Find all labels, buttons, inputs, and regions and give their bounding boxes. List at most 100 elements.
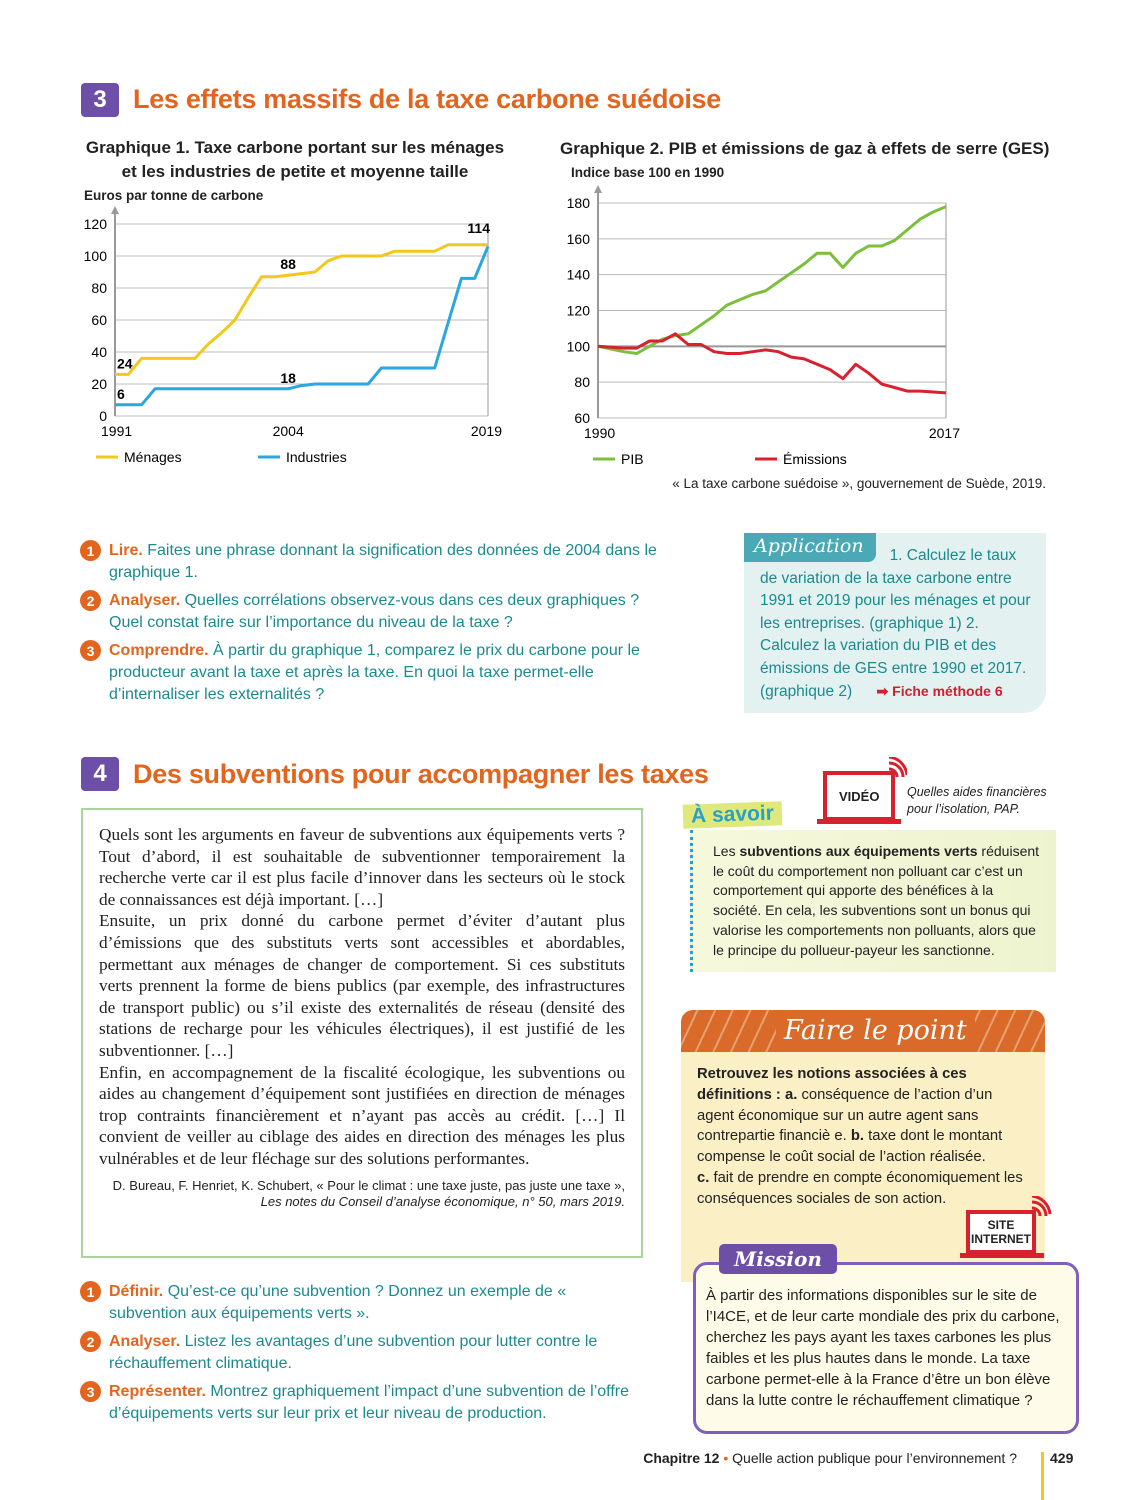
video-link[interactable]: VIDÉO bbox=[817, 755, 909, 827]
chapter-number: Chapitre 12 bbox=[643, 1450, 720, 1466]
question-item: 1 Définir. Qu’est-ce qu’une subvention ? … bbox=[80, 1281, 640, 1325]
fiche-methode-label[interactable]: Fiche méthode 6 bbox=[892, 683, 1003, 699]
video-label[interactable]: VIDÉO bbox=[839, 789, 880, 804]
graph1-y-label: Euros par tonne de carbone bbox=[84, 188, 264, 203]
y-axis-arrow-icon bbox=[594, 185, 602, 193]
def-text: fait de prendre en compte économiquement… bbox=[697, 1169, 1023, 1207]
data-label: 6 bbox=[117, 386, 125, 402]
question-keyword: Analyser. bbox=[109, 1333, 181, 1350]
def-key: c. bbox=[697, 1169, 710, 1186]
def-text: taxe dont le montant compense le coût so… bbox=[697, 1128, 1003, 1166]
laptop-wifi-icon bbox=[817, 755, 909, 824]
y-tick-label: 100 bbox=[84, 248, 108, 264]
graph1-chart: 0 20 40 60 80 100 120 1991 2004 2019 Ménages Indust… bbox=[84, 206, 502, 465]
question-number: 3 bbox=[80, 1381, 101, 1402]
section-title: Des subventions pour accompagner les tax… bbox=[133, 759, 709, 789]
question-text: Listez les avantages d’une subvention po… bbox=[109, 1333, 598, 1372]
question-text: Faites une phrase donnant la significati… bbox=[109, 542, 657, 581]
section-number-badge: 3 bbox=[81, 83, 119, 117]
question-number: 3 bbox=[80, 640, 101, 661]
y-tick-label: 140 bbox=[567, 267, 591, 283]
question-keyword: Représenter. bbox=[109, 1383, 206, 1400]
page-number: 429 bbox=[1050, 1450, 1074, 1466]
data-label: 24 bbox=[117, 355, 133, 371]
series-line-pib bbox=[597, 205, 947, 355]
legend-label: Émissions bbox=[783, 451, 847, 467]
footer-divider bbox=[1041, 1452, 1044, 1500]
application-label: Application bbox=[744, 533, 876, 562]
mission-label: Mission bbox=[719, 1244, 837, 1274]
graph2-y-label: Indice base 100 en 1990 bbox=[571, 165, 725, 180]
y-tick-label: 80 bbox=[574, 374, 590, 390]
question-number: 2 bbox=[80, 1331, 101, 1352]
site-internet-link[interactable]: SITE INTERNET bbox=[960, 1194, 1052, 1262]
data-label: 88 bbox=[280, 256, 296, 272]
document-paragraph: Ensuite, un prix donné du carbone permet… bbox=[99, 911, 625, 1060]
site-label-line1[interactable]: SITE bbox=[987, 1218, 1015, 1232]
graph1-title: Graphique 1. Taxe carbone portant sur le… bbox=[80, 136, 510, 184]
x-tick-label: 2004 bbox=[273, 423, 304, 439]
video-caption-line2: pour l’isolation, PAP. bbox=[907, 802, 1020, 816]
y-tick-label: 120 bbox=[84, 216, 108, 232]
x-tick-label: 2019 bbox=[471, 423, 502, 439]
question-keyword: Analyser. bbox=[109, 592, 181, 609]
y-tick-label: 160 bbox=[567, 231, 591, 247]
x-tick-label: 2017 bbox=[929, 425, 960, 441]
question-keyword: Comprendre. bbox=[109, 642, 209, 659]
data-label: 18 bbox=[280, 370, 296, 386]
x-tick-label: 1991 bbox=[101, 423, 132, 439]
document-source-authors: D. Bureau, F. Henriet, K. Schubert, « Po… bbox=[112, 1177, 625, 1193]
question-text: À partir du graphique 1, comparez le pri… bbox=[109, 642, 640, 703]
footer-chapter: Chapitre 12 • Quelle action publique pou… bbox=[643, 1450, 1017, 1466]
question-item: 1 Lire. Faites une phrase donnant la sign… bbox=[80, 540, 660, 584]
series-line-ménages bbox=[115, 243, 488, 376]
y-tick-label: 120 bbox=[567, 303, 591, 319]
mission-text: À partir des informations disponibles su… bbox=[706, 1287, 1060, 1409]
y-tick-label: 100 bbox=[567, 338, 591, 354]
def-key: b. bbox=[850, 1128, 864, 1145]
question-number: 2 bbox=[80, 590, 101, 611]
series-line-industries bbox=[115, 245, 490, 407]
a-savoir-text: Les bbox=[713, 843, 740, 859]
questions-section4: 1 Définir. Qu’est-ce qu’une subvention ? … bbox=[80, 1281, 640, 1431]
site-internet-label[interactable]: SITE INTERNET bbox=[970, 1218, 1032, 1246]
graph2-title: Graphique 2. PIB et émissions de gaz à e… bbox=[560, 139, 1050, 158]
a-savoir-keyword: subventions aux équipements verts bbox=[739, 843, 978, 859]
y-tick-label: 60 bbox=[91, 312, 107, 328]
x-tick-label: 1990 bbox=[584, 425, 615, 441]
a-savoir-label: À savoir bbox=[682, 801, 783, 829]
legend-label: Industries bbox=[286, 449, 347, 465]
document-text: Quels sont les arguments en faveur de su… bbox=[81, 808, 643, 1258]
section-title: Les effets massifs de la taxe carbone su… bbox=[133, 84, 721, 114]
def-key: a. bbox=[784, 1086, 798, 1103]
source-section3: « La taxe carbone suédoise », gouverneme… bbox=[672, 476, 1046, 491]
series-line-émissions bbox=[597, 332, 947, 395]
site-label-line2[interactable]: INTERNET bbox=[971, 1232, 1031, 1246]
document-source: D. Bureau, F. Henriet, K. Schubert, « Po… bbox=[99, 1178, 625, 1210]
chapter-title: Quelle action publique pour l’environnem… bbox=[732, 1450, 1017, 1466]
question-text: Quelles corrélations observez-vous dans … bbox=[109, 592, 640, 631]
video-caption: Quelles aides financières pour l’isolati… bbox=[907, 784, 1047, 818]
application-text: 1. Calculez le taux de variation de la t… bbox=[760, 547, 1031, 700]
question-item: 3 Représenter. Montrez graphiquement l’im… bbox=[80, 1381, 640, 1425]
question-item: 3 Comprendre. À partir du graphique 1, co… bbox=[80, 640, 660, 706]
y-tick-label: 40 bbox=[91, 344, 107, 360]
question-text: Montrez graphiquement l’impact d’une sub… bbox=[109, 1383, 630, 1422]
question-item: 2 Analyser. Quelles corrélations observez… bbox=[80, 590, 660, 634]
question-keyword: Lire. bbox=[109, 542, 143, 559]
document-paragraph: Enfin, en accompagnement de la fiscalité… bbox=[99, 1062, 625, 1168]
a-savoir-box: Les subventions aux équipements verts ré… bbox=[690, 830, 1056, 972]
separator: • bbox=[719, 1450, 733, 1466]
def-text: conséquence de l’action d’un agent écono… bbox=[697, 1086, 993, 1145]
faire-le-point-intro: Retrouvez les notions associées à ces dé… bbox=[697, 1066, 967, 1103]
faire-le-point-title: Faire le point bbox=[776, 1010, 975, 1052]
graph1-title-line2: et les industries de petite et moyenne t… bbox=[121, 162, 469, 181]
questions-section3: 1 Lire. Faites une phrase donnant la sign… bbox=[80, 540, 660, 712]
document-paragraph: Quels sont les arguments en faveur de su… bbox=[99, 825, 625, 909]
legend-label: Ménages bbox=[124, 449, 182, 465]
y-tick-label: 0 bbox=[99, 408, 107, 424]
fiche-methode-link[interactable]: ➡ Fiche méthode 6 bbox=[876, 683, 1003, 699]
graph2-chart: 60 80 100 120 140 160 180 1990 2017 PIB Émissions bbox=[567, 185, 960, 467]
question-text: Qu’est-ce qu’une subvention ? Donnez un … bbox=[109, 1283, 567, 1322]
a-savoir-text: réduisent le coût du comportement non po… bbox=[713, 843, 1040, 958]
